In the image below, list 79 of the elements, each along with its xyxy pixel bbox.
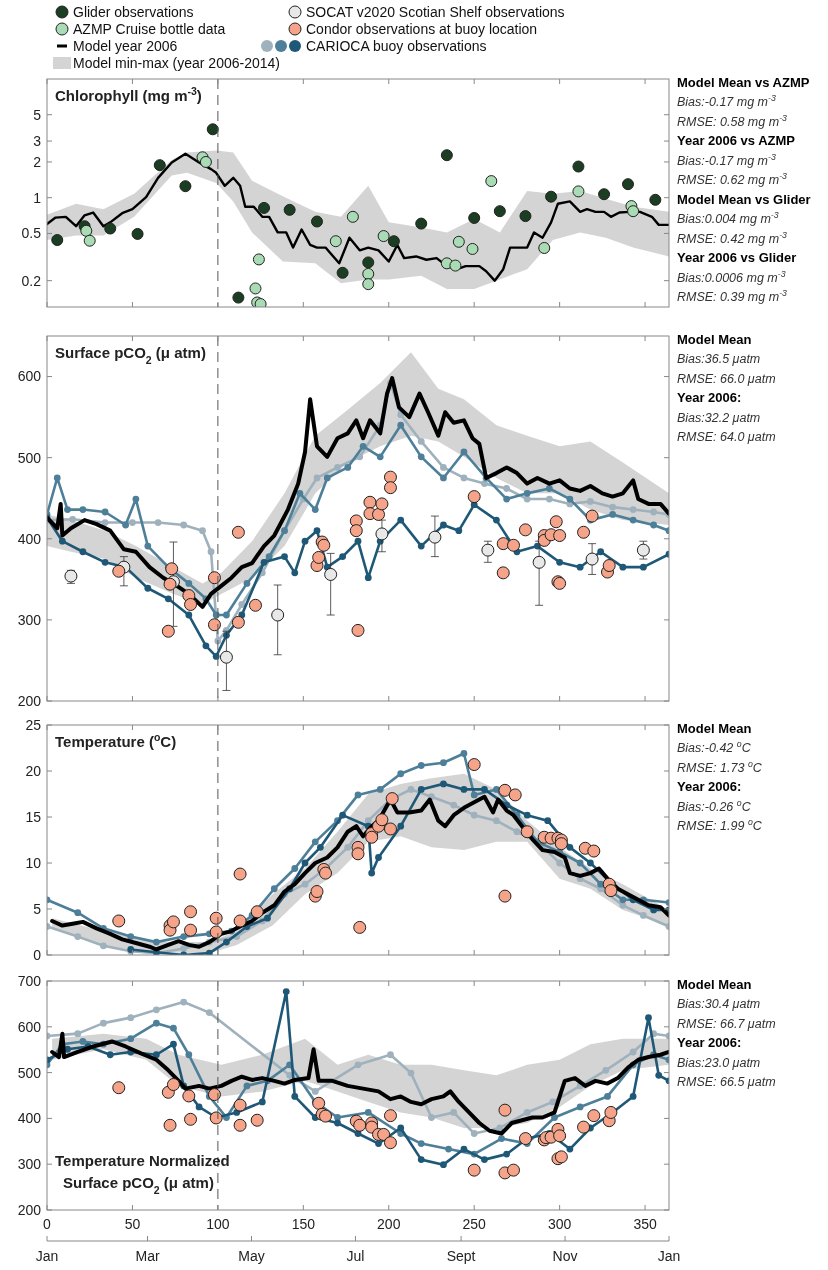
- text: Model Mean: [677, 720, 752, 736]
- text: Bias:-0.17 mg m$^{-3}$: [677, 151, 776, 168]
- x2-tick-label: Mar: [135, 1248, 160, 1264]
- x2-tick-label: Jul: [346, 1248, 365, 1264]
- text: Model Mean: [677, 976, 752, 992]
- y-tick-label: 400: [17, 530, 42, 547]
- text: Bias:0.0006 mg m$^{-3}$: [677, 268, 786, 285]
- y-tick-label: 3: [33, 132, 42, 149]
- text: Year 2006 vs Glider: [677, 250, 797, 266]
- text: Bias:32.2 μatm: [677, 410, 761, 425]
- text: RMSE: 0.62 mg m$^{-3}$: [677, 171, 788, 188]
- text: Bias:36.5 μatm: [677, 352, 761, 367]
- text: Model Mean: [677, 331, 752, 347]
- y-tick-label: 700: [17, 972, 42, 989]
- x2-tick-label: Nov: [552, 1248, 578, 1264]
- legend-label: CARIOCA buoy observations: [306, 38, 487, 54]
- y-tick-label: 300: [17, 611, 42, 628]
- text: RMSE: 0.39 mg m$^{-3}$: [677, 288, 788, 305]
- x-tick-label: 0: [43, 1216, 52, 1232]
- text: RMSE: 1.99 $^{o}$C: [677, 817, 763, 834]
- text: Model Mean vs AZMP: [677, 74, 810, 90]
- y-tick-label: 0: [33, 946, 42, 963]
- y-tick-label: 500: [17, 449, 42, 466]
- y-tick-label: 2: [33, 153, 42, 170]
- text: Surface pCO$_{2}$ (μ atm): [55, 344, 206, 366]
- x-tick-label: 300: [547, 1216, 572, 1232]
- legend-label: SOCAT v2020 Scotian Shelf observations: [306, 4, 565, 20]
- y-tick-label: 200: [17, 1201, 42, 1218]
- y-tick-label: 600: [17, 1018, 42, 1035]
- text: Year 2006:: [677, 1035, 742, 1051]
- text: Year 2006 vs AZMP: [677, 133, 796, 149]
- y-tick-label: 300: [17, 1156, 42, 1173]
- text: Temperature ($^{o}$C): [55, 731, 177, 750]
- legend-label: Model min-max (year 2006-2014): [73, 55, 280, 71]
- y-tick-label: 25: [25, 716, 42, 733]
- text: RMSE: 0.42 mg m$^{-3}$: [677, 229, 788, 246]
- x-tick-label: 150: [291, 1216, 316, 1232]
- text: RMSE: 66.0 μatm: [677, 371, 776, 386]
- text: Year 2006:: [677, 779, 742, 795]
- y-tick-label: 0.5: [21, 225, 42, 242]
- y-tick-label: 20: [25, 762, 42, 779]
- legend-label: AZMP Cruise bottle data: [73, 21, 226, 37]
- x2-tick-label: May: [238, 1248, 265, 1264]
- y-tick-label: 400: [17, 1110, 42, 1127]
- y-tick-label: 5: [33, 900, 42, 917]
- y-tick-label: 10: [25, 854, 42, 871]
- x2-tick-label: Sept: [446, 1248, 476, 1264]
- text: Chlorophyll (mg m$^{-3}$): [55, 85, 202, 104]
- text: Bias:30.4 μatm: [677, 997, 761, 1012]
- text: RMSE: 1.73 $^{o}$C: [677, 758, 763, 775]
- legend-label: Condor observations at buoy location: [306, 21, 538, 37]
- x2-tick-label: Jan: [657, 1248, 681, 1264]
- x-tick-label: 100: [206, 1216, 230, 1232]
- y-tick-label: 15: [25, 808, 42, 825]
- y-tick-label: 200: [17, 692, 42, 709]
- text: RMSE: 0.58 mg m$^{-3}$: [677, 112, 788, 129]
- text: Bias:0.004 mg m$^{-3}$: [677, 210, 779, 227]
- y-tick-label: 0.2: [21, 272, 42, 289]
- x-tick-label: 350: [633, 1216, 657, 1232]
- x-tick-label: 200: [377, 1216, 401, 1232]
- text: RMSE: 66.5 μatm: [677, 1075, 776, 1090]
- text: Bias:23.0 μatm: [677, 1055, 761, 1070]
- text: Bias:-0.17 mg m$^{-3}$: [677, 93, 776, 110]
- text: Temperature Normalized Surface pCO$_{2}$ (μ atm): [55, 1152, 230, 1196]
- text: Year 2006:: [677, 390, 742, 406]
- y-tick-label: 600: [17, 368, 42, 385]
- y-tick-label: 5: [33, 106, 42, 123]
- x2-tick-label: Jan: [35, 1248, 59, 1264]
- x-tick-label: 250: [462, 1216, 487, 1232]
- legend-label: Model year 2006: [73, 38, 178, 54]
- y-tick-label: 500: [17, 1064, 42, 1081]
- text: RMSE: 66.7 μatm: [677, 1016, 776, 1031]
- text: Bias:-0.42 $^{o}$C: [677, 739, 752, 756]
- text: Bias:-0.26 $^{o}$C: [677, 797, 752, 814]
- legend-label: Glider observations: [73, 4, 194, 20]
- y-tick-label: 1: [33, 189, 42, 206]
- text: RMSE: 64.0 μatm: [677, 430, 776, 445]
- text: Model Mean vs Glider: [677, 191, 811, 207]
- x-tick-label: 50: [124, 1216, 141, 1232]
